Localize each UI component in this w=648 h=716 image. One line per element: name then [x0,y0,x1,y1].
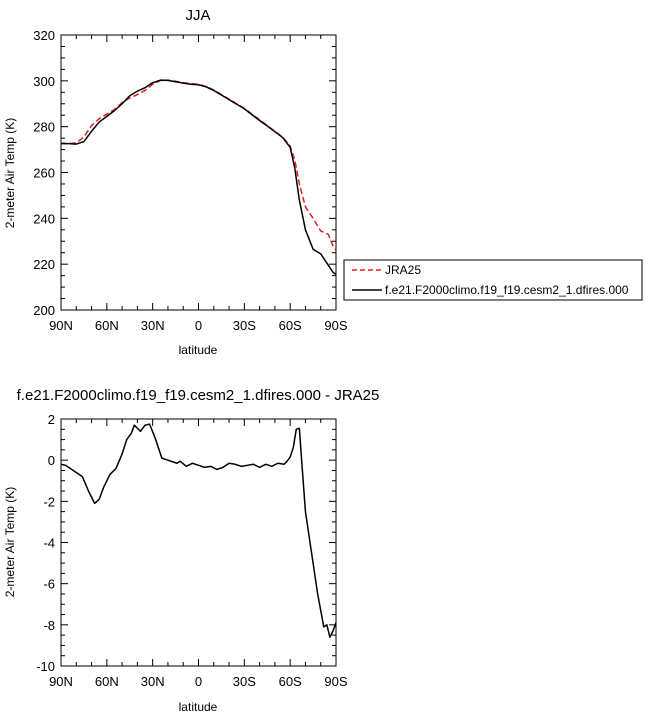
bottom-plot-area: 90N 60N 30N 0 30S 60S 90S -10 -8 -6 -4 -2 0 2 [36,412,348,689]
bottom-y-tick-label: 2 [48,412,55,427]
legend-label-cesm2: f.e21.F2000climo.f19_f19.cesm2_1.dfires.… [385,283,629,297]
top-y-tick-label: 240 [33,211,55,226]
bottom-x-tick-label: 30N [141,674,165,689]
bottom-chart-panel: f.e21.F2000climo.f19_f19.cesm2_1.dfires.… [3,387,379,714]
bottom-x-tick-label: 0 [195,674,202,689]
top-x-tick-label: 60N [95,318,119,333]
bottom-x-tick-label: 60S [279,674,302,689]
top-y-axis-label: 2-meter Air Temp (K) [3,118,17,228]
bottom-plot-frame [60,418,337,667]
bottom-y-tick-label: -10 [36,659,55,674]
bottom-y-tick-label: 0 [48,453,55,468]
top-x-tick-label: 90N [49,318,73,333]
top-y-tick-label: 220 [33,257,55,272]
bottom-x-tick-label: 90S [324,674,347,689]
legend: JRA25 f.e21.F2000climo.f19_f19.cesm2_1.d… [343,259,643,301]
top-x-axis-label: latitude [179,343,218,357]
bottom-x-axis-label: latitude [179,700,218,714]
bottom-y-axis-label: 2-meter Air Temp (K) [3,487,17,597]
bottom-series-line-0 [60,423,337,638]
top-chart-title: JJA [185,7,210,24]
bottom-x-tick-label: 60N [95,674,119,689]
top-x-tick-label: 30N [141,318,165,333]
top-chart-panel: JJA 90N 60N 30N 0 30S 60S 90S 200 220 240 260 280 30… [3,7,348,357]
top-y-tick-label: 260 [33,166,55,181]
top-series-line-1 [61,79,337,276]
bottom-chart-title: f.e21.F2000climo.f19_f19.cesm2_1.dfires.… [17,387,380,404]
bottom-y-tick-label: -4 [43,536,55,551]
top-y-tick-label: 280 [33,120,55,135]
bottom-y-tick-label: -6 [43,577,55,592]
top-y-tick-label: 320 [33,28,55,43]
top-y-tick-label: 300 [33,74,55,89]
top-x-tick-label: 0 [195,318,202,333]
bottom-x-tick-label: 30S [233,674,256,689]
bottom-x-tick-label: 90N [49,674,73,689]
top-x-tick-label: 60S [279,318,302,333]
bottom-y-tick-label: -8 [43,618,55,633]
legend-box [343,259,643,301]
top-plot-area: 90N 60N 30N 0 30S 60S 90S 200 220 240 260 280 300 320 [33,28,348,333]
top-x-tick-label: 30S [233,318,256,333]
legend-label-jra25: JRA25 [385,263,421,277]
top-y-tick-label: 200 [33,303,55,318]
bottom-y-tick-label: -2 [43,494,55,509]
top-x-tick-label: 90S [324,318,347,333]
